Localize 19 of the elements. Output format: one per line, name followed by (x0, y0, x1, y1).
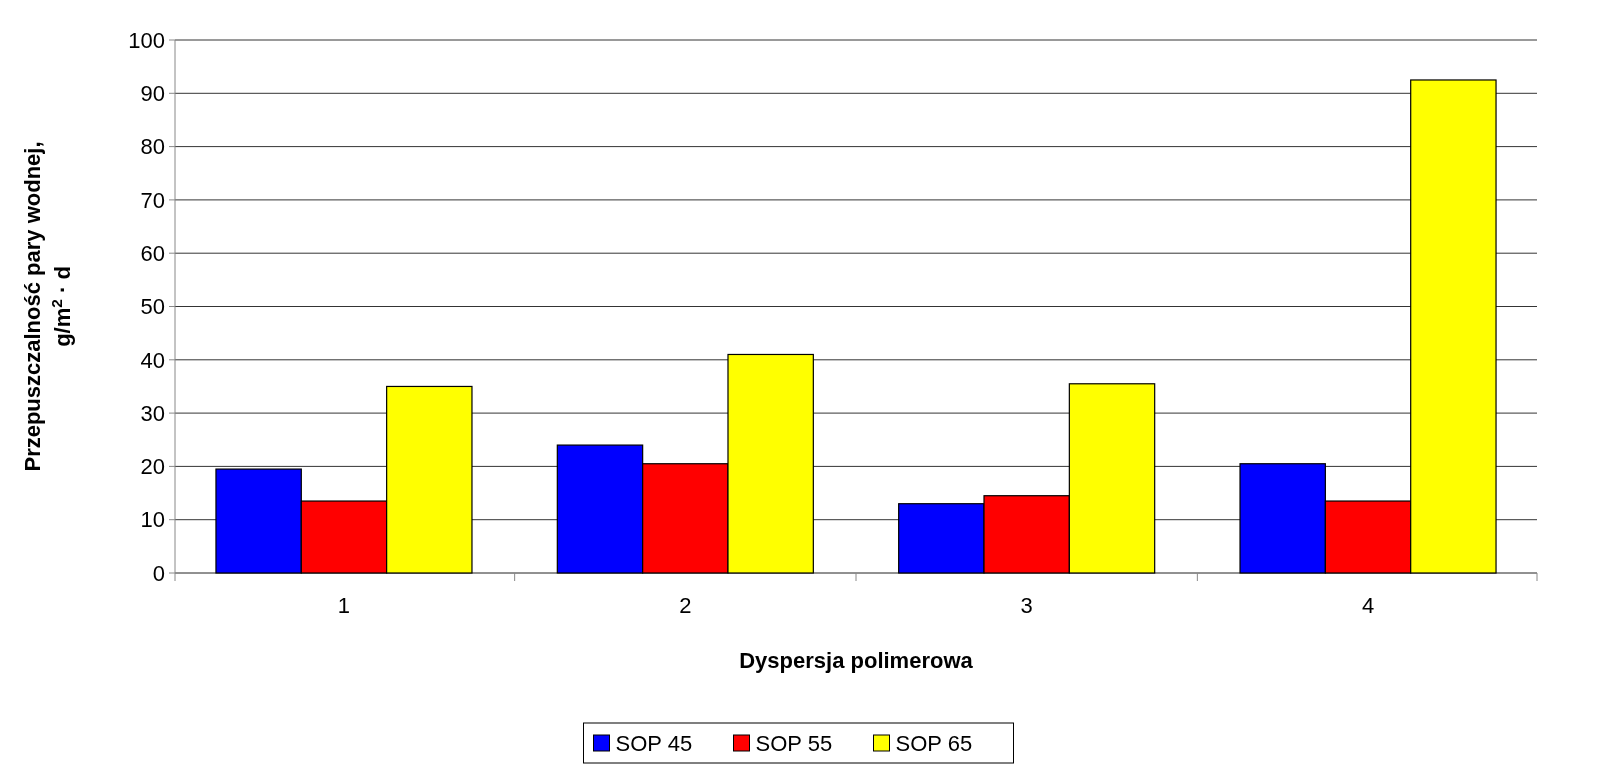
x-tick-label: 4 (1361, 593, 1375, 618)
x-tick-label: 3 (1020, 593, 1033, 618)
y-tick-label: 70 (140, 187, 165, 213)
y-tick-label: 40 (140, 347, 165, 373)
y-tick-label: 0 (152, 560, 165, 586)
x-tick-label: 1 (337, 593, 351, 618)
y-tick-label: 20 (140, 454, 165, 480)
legend-label: SOP 55 (755, 730, 833, 756)
x-tick-label: 2 (679, 593, 692, 618)
legend-label: SOP 45 (615, 730, 693, 756)
legend-label: SOP 65 (895, 730, 973, 756)
y-tick-label: 60 (140, 240, 165, 266)
y-tick-label: 10 (140, 507, 165, 533)
y-tick-label: 30 (140, 400, 165, 426)
y-tick-label: 90 (140, 81, 165, 106)
y-tick-label: 100 (128, 27, 165, 53)
x-axis-title: Dyspersja polimerowa (739, 648, 974, 673)
y-tick-label: 80 (140, 134, 165, 160)
y-tick-label: 50 (140, 294, 165, 320)
